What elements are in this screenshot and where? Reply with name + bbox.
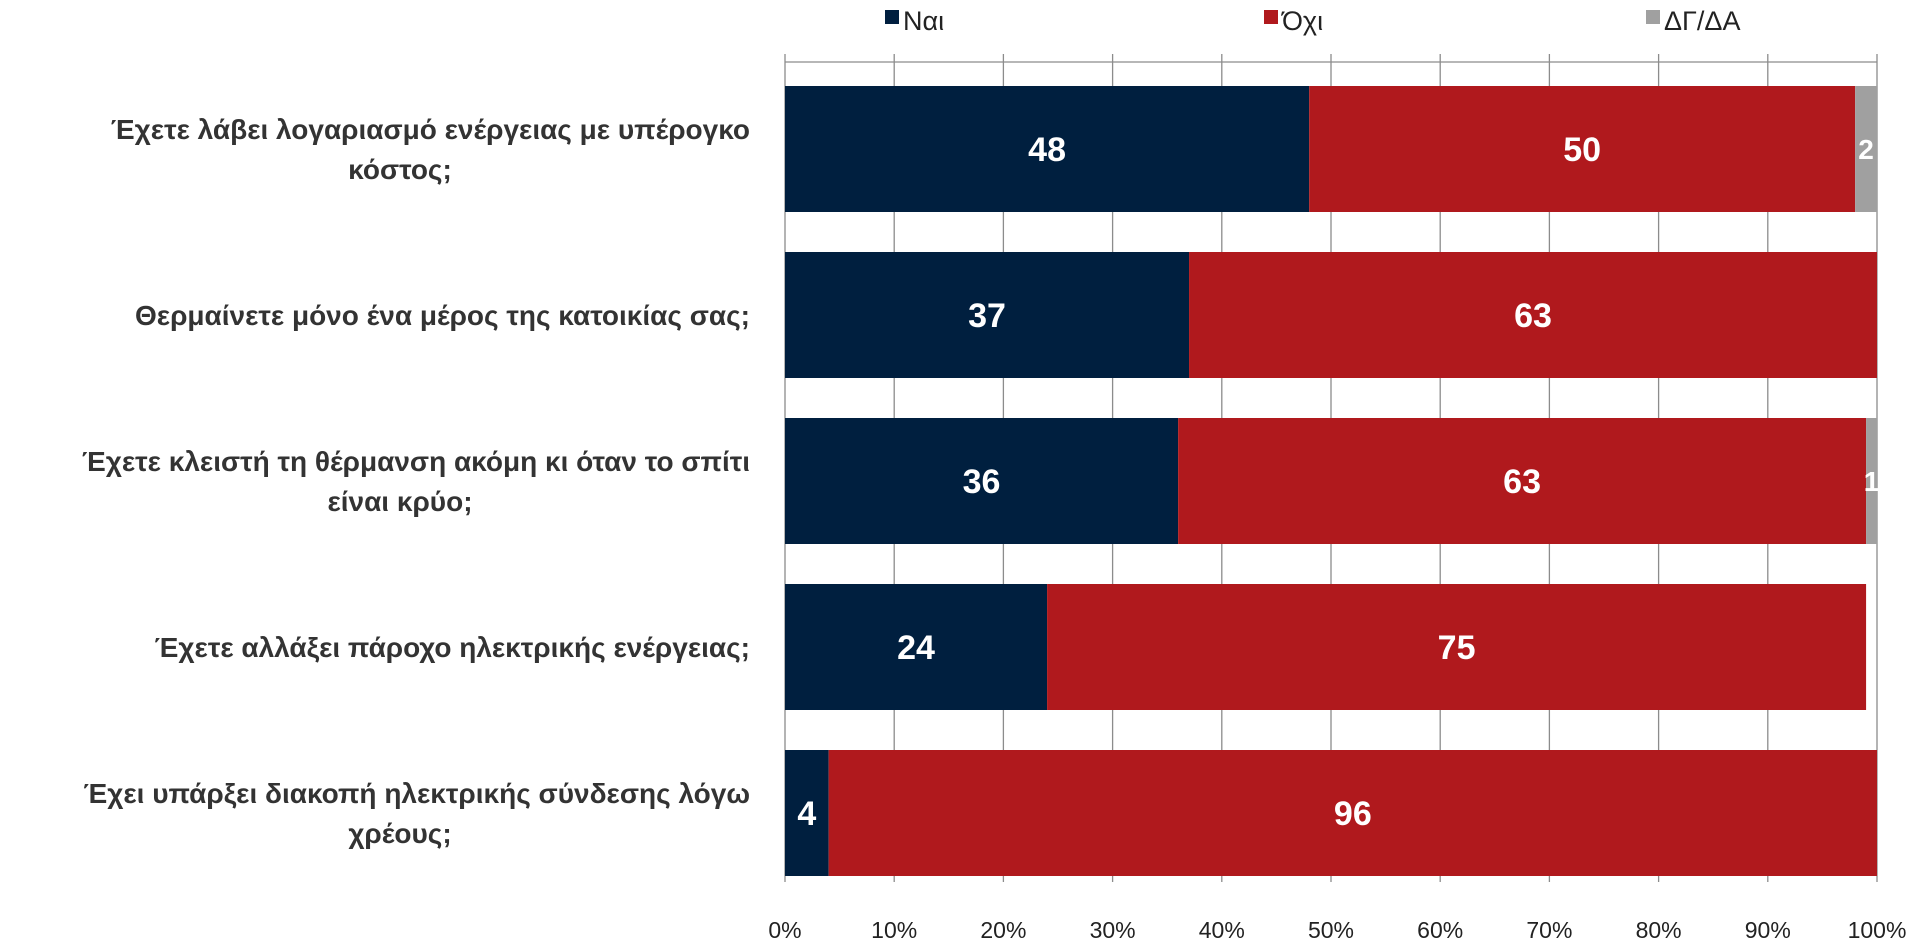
bar-segment bbox=[785, 584, 1048, 710]
category-label: Έχετε αλλάξει πάροχο ηλεκτρικής ενέργεια… bbox=[155, 632, 750, 663]
bar-segment bbox=[785, 252, 1190, 378]
data-label: 4 bbox=[797, 795, 816, 833]
data-label: 63 bbox=[1514, 297, 1552, 335]
legend-label: ΔΓ/ΔΑ bbox=[1664, 6, 1740, 36]
category-label: Έχετε κλειστή τη θέρμανση ακόμη κι όταν … bbox=[82, 446, 750, 477]
category-label: χρέους; bbox=[348, 818, 451, 849]
bar-segment bbox=[785, 750, 829, 876]
category-label: Θερμαίνετε μόνο ένα μέρος της κατοικίας … bbox=[135, 300, 750, 331]
data-label: 1 bbox=[1864, 466, 1880, 497]
x-axis: 0% 10% 20% 30% 40% 50% 60% 70% 80% 90% 100% bbox=[768, 54, 1906, 943]
x-tick-label: 30% bbox=[1090, 917, 1136, 943]
x-tick-label: 90% bbox=[1745, 917, 1791, 943]
x-tick-label: 50% bbox=[1308, 917, 1354, 943]
data-label: 50 bbox=[1563, 131, 1601, 169]
x-tick-label: 40% bbox=[1199, 917, 1245, 943]
bar-segment bbox=[1855, 86, 1877, 212]
bar-segment bbox=[1866, 418, 1877, 544]
data-label: 75 bbox=[1438, 629, 1476, 667]
category-label: είναι κρύο; bbox=[327, 486, 472, 517]
legend-swatch bbox=[1646, 10, 1660, 24]
legend-label: Ναι bbox=[903, 6, 944, 36]
x-tick-label: 70% bbox=[1526, 917, 1572, 943]
data-label: 37 bbox=[968, 297, 1006, 335]
bars: 48 50 2 37 63 36 63 1 24 75 4 96 bbox=[785, 86, 1879, 876]
category-labels: Έχετε λάβει λογαριασμό ενέργειας με υπέρ… bbox=[82, 114, 750, 849]
x-tick-label: 60% bbox=[1417, 917, 1463, 943]
x-tick-label: 20% bbox=[980, 917, 1026, 943]
data-label: 24 bbox=[897, 629, 935, 667]
category-label: Έχετε λάβει λογαριασμό ενέργειας με υπέρ… bbox=[111, 114, 750, 145]
legend: Ναι Όχι ΔΓ/ΔΑ bbox=[885, 6, 1740, 36]
category-label: Έχει υπάρξει διακοπή ηλεκτρικής σύνδεσης… bbox=[83, 778, 750, 809]
legend-label: Όχι bbox=[1281, 6, 1323, 36]
data-label: 96 bbox=[1334, 795, 1372, 833]
x-tick-label: 0% bbox=[768, 917, 801, 943]
legend-swatch bbox=[885, 10, 899, 24]
data-label: 48 bbox=[1028, 131, 1066, 169]
x-tick-label: 10% bbox=[871, 917, 917, 943]
x-tick-label: 80% bbox=[1636, 917, 1682, 943]
category-label: κόστος; bbox=[348, 154, 452, 185]
data-label: 36 bbox=[963, 463, 1001, 501]
bar-segment bbox=[785, 86, 1310, 212]
bar-segment bbox=[1047, 584, 1867, 710]
x-tick-label: 100% bbox=[1848, 917, 1907, 943]
legend-swatch bbox=[1264, 10, 1278, 24]
bar-segment bbox=[785, 418, 1179, 544]
data-label: 63 bbox=[1503, 463, 1541, 501]
bar-segment bbox=[1309, 86, 1856, 212]
bar-segment bbox=[828, 750, 1878, 876]
bar-segment bbox=[1189, 252, 1877, 378]
data-label: 2 bbox=[1858, 134, 1874, 165]
bar-segment bbox=[1178, 418, 1867, 544]
